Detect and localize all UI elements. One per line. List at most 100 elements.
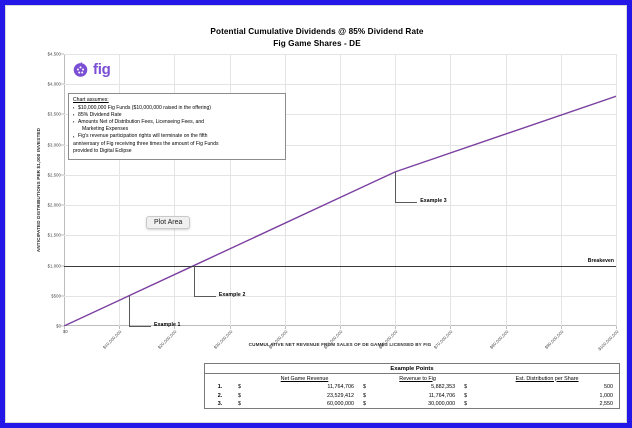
assumption-item-1: $10,000,000 Fig Funds ($10,000,000 raise… xyxy=(73,104,281,112)
column-header-est-distribution: Est. Distribution per Share xyxy=(515,375,579,382)
x-tick-mark xyxy=(450,326,452,329)
row-3-est-distribution: 2,550 xyxy=(599,400,614,407)
table-title-row: Example Points xyxy=(204,363,620,374)
gridline-horizontal xyxy=(64,205,616,207)
table-header-row: Net Game Revenue Revenue to Fig Est. Dis… xyxy=(205,374,619,383)
fig-mark-icon xyxy=(73,61,88,77)
y-tick-mark xyxy=(61,113,64,115)
gridline-horizontal xyxy=(64,54,616,55)
assumption-item-4-line3: provided to Digital Eclipse xyxy=(73,147,132,154)
gridline-vertical xyxy=(340,54,341,326)
x-tick-mark xyxy=(119,326,121,329)
gridline-horizontal xyxy=(64,144,616,146)
row-1-number: 1. xyxy=(217,384,223,391)
table-title: Example Points xyxy=(204,363,620,374)
x-tick-mark xyxy=(284,326,286,329)
x-tick-mark xyxy=(229,326,231,329)
assumption-item-3-cont: Marketing Expenses xyxy=(82,126,129,133)
x-tick-mark xyxy=(560,326,562,329)
y-axis-line xyxy=(64,54,65,326)
breakeven-label: Breakeven xyxy=(587,257,614,264)
fig-logo: fig xyxy=(72,61,111,78)
chart-title: Potential Cumulative Dividends @ 85% Div… xyxy=(6,26,626,50)
row-2-number: 2. xyxy=(217,392,223,399)
y-tick-label: $3,000 xyxy=(47,142,61,148)
row-1-currency-1: $ xyxy=(238,384,241,391)
x-tick-mark xyxy=(616,326,617,329)
row-2-revenue-to-fig: 11,764,706 xyxy=(428,392,456,399)
y-tick-mark xyxy=(61,174,64,176)
gridline-horizontal xyxy=(64,114,616,116)
table-outer: Example Points Net Game Revenue xyxy=(204,363,620,410)
gridline-horizontal xyxy=(64,84,616,86)
example-points-table: Example Points Net Game Revenue xyxy=(204,363,620,410)
table-body-row: Net Game Revenue Revenue to Fig Est. Dis… xyxy=(204,372,620,410)
row-1-currency-2: $ xyxy=(363,384,366,391)
column-header-revenue-to-fig: Revenue to Fig xyxy=(399,375,436,382)
chart-title-line1: Potential Cumulative Dividends @ 85% Div… xyxy=(210,27,424,36)
row-3-currency-2: $ xyxy=(363,400,366,407)
callout-1-label: Example 1 xyxy=(153,322,181,329)
row-3-currency-1: $ xyxy=(238,400,241,407)
y-tick-mark xyxy=(61,325,64,327)
callout-2-label: Example 2 xyxy=(218,292,246,299)
gridline-vertical xyxy=(229,54,231,326)
assumptions-heading: Chart assumes: xyxy=(73,97,109,103)
gridline-horizontal xyxy=(64,174,616,176)
y-tick-mark xyxy=(61,204,64,206)
y-tick-mark xyxy=(61,144,64,146)
assumption-item-3: Amounts Net of Distribution Fees, Licens… xyxy=(73,118,281,126)
y-tick-mark xyxy=(61,53,64,55)
y-tick-mark xyxy=(61,265,64,267)
callout-example-3: Example 3 xyxy=(64,54,616,326)
table-row: 2. $ 23,529,412 $ 11,764,706 $ 1,000 xyxy=(205,391,619,399)
gridline-vertical xyxy=(284,54,286,326)
table-row: 1. $ 11,764,706 $ 5,882,353 $ 500 xyxy=(205,383,619,391)
x-tick-mark xyxy=(174,326,176,329)
x-axis-title: CUMMULATIVE NET REVENUE FROM SALES OF DE… xyxy=(248,342,432,347)
x-tick-mark xyxy=(64,326,65,329)
row-1-net-game-revenue: 11,764,706 xyxy=(327,384,354,391)
y-axis-title: ANTICIPATED DISTRIBUTIONS PER $1,000 INV… xyxy=(35,127,41,253)
gridline-vertical xyxy=(174,54,176,326)
callout-3-label: Example 3 xyxy=(420,198,447,205)
row-1-est-distribution: 500 xyxy=(604,384,613,391)
gridline-horizontal xyxy=(64,295,616,297)
callout-2-stem-vertical xyxy=(193,265,195,296)
row-2-currency-3: $ xyxy=(464,392,468,399)
spreadsheet-canvas: Potential Cumulative Dividends @ 85% Div… xyxy=(5,5,627,423)
y-tick-label: $1,000 xyxy=(47,263,61,269)
gridline-vertical xyxy=(119,54,121,326)
x-tick-label: $100,000,000 xyxy=(597,329,620,352)
row-1-revenue-to-fig: 5,882,353 xyxy=(431,384,456,391)
gridline-vertical xyxy=(505,54,507,326)
y-tick-mark xyxy=(61,295,64,297)
x-tick-mark xyxy=(395,326,397,329)
fig-wordmark: fig xyxy=(93,61,111,78)
row-2-est-distribution: 1,000 xyxy=(599,392,614,399)
x-tick-mark xyxy=(505,326,507,329)
gridline-vertical xyxy=(560,54,562,326)
callout-example-2: Example 2 xyxy=(64,54,616,326)
row-3-net-game-revenue: 60,000,000 xyxy=(327,400,354,407)
chart-title-line2: Fig Game Shares - DE xyxy=(273,39,361,48)
plot-area-tooltip: Plot Area xyxy=(146,216,191,229)
assumption-item-4-line2: anniversary of Fig receiving three times… xyxy=(73,140,219,147)
x-tick-label: $0 xyxy=(63,329,68,334)
y-tick-label: $1,500 xyxy=(47,232,61,238)
y-tick-label: $500 xyxy=(51,293,61,299)
y-tick-label: $2,000 xyxy=(47,202,61,208)
y-tick-label: $2,500 xyxy=(47,172,61,178)
callout-1-stem-vertical xyxy=(128,295,130,326)
assumption-item-4: Fig's revenue participation rights will … xyxy=(73,133,281,140)
row-3-number: 3. xyxy=(217,400,223,407)
callout-3-stem-horizontal xyxy=(395,201,418,203)
breakeven-line xyxy=(64,265,616,267)
y-tick-mark xyxy=(61,83,64,85)
column-header-net-game-revenue: Net Game Revenue xyxy=(280,375,329,382)
callout-1-stem-horizontal xyxy=(128,325,151,327)
x-tick-mark xyxy=(340,326,341,329)
y-tick-label: $3,500 xyxy=(47,111,61,117)
y-tick-label: $4,500 xyxy=(47,51,61,57)
